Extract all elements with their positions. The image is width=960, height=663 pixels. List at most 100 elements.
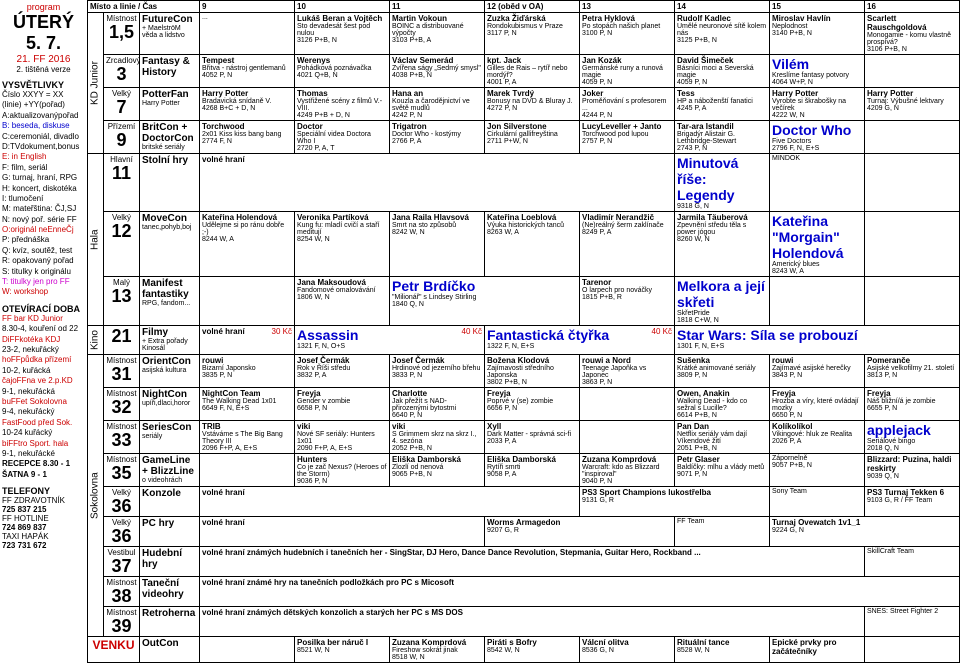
event-cell: Rudolf KadlecUmělé neuronové sítě kolem … xyxy=(675,13,770,55)
event-cell: Zuzka ŽiďárskáRondokubismus v Praze3117 … xyxy=(485,13,580,55)
event-cell: Pan DanNetflix seriály vám dají Víkendov… xyxy=(675,421,770,454)
time-9: 9 xyxy=(200,1,295,13)
room-cell: Velký36 xyxy=(104,517,140,547)
event-cell: TarenorO larpech pro nováčky1815 P+B, R xyxy=(580,277,675,326)
event-cell: FF Team xyxy=(675,517,770,547)
event-cell: ThomasVystřižené scény z filmů V.-VIII.4… xyxy=(295,88,390,121)
room-cell: Zrcadlový3 xyxy=(104,55,140,88)
event-cell xyxy=(865,637,960,663)
open-title: OTEVÍRACÍ DOBA xyxy=(2,304,85,314)
schedule-table: Místo a linie / Čas 9 10 11 12 (oběd v O… xyxy=(87,0,960,663)
event-cell: Válcní olitva8536 G, N xyxy=(580,637,675,663)
event-cell: Jana Raila HlavsováSmrt na sto způsobů82… xyxy=(390,212,485,277)
event-cell: Jarmila TäuberováZpevnění středu těla s … xyxy=(675,212,770,277)
event-cell: Zápornelně9057 P+B, N xyxy=(770,454,865,487)
track-cell: GameLine + BlizzLineo videohrách xyxy=(140,454,200,487)
event-cell: Petr Brdíčko"Milionář" s Lindsey Stirlin… xyxy=(390,277,580,326)
event-cell: Jana MaksoudováFandomové omalovávání1806… xyxy=(295,277,390,326)
room-cell: Velký36 xyxy=(104,487,140,517)
time-13: 13 xyxy=(580,1,675,13)
block-label: KD Junior xyxy=(88,13,104,154)
event-cell: Miroslav HavlínNeplodnost3140 P+B, N xyxy=(770,13,865,55)
event-cell: Lukáš Beran a VojtěchSto devadesát šest … xyxy=(295,13,390,55)
event-cell: JokerProměňování s profesorem ...4244 P,… xyxy=(580,88,675,121)
event-cell: Petr GlaserBaldíčky: mlhu a vlády metů90… xyxy=(675,454,770,487)
event-cell: Kateřina LoeblováVýuka historických tanc… xyxy=(485,212,580,277)
program-day: ÚTERÝ xyxy=(2,12,85,33)
room-cell: Místnost38 xyxy=(104,577,140,607)
event-cell: SNES: Street Fighter 2 xyxy=(865,607,960,637)
block-label: Sokolovna xyxy=(88,355,104,637)
event-cell: FreyjaPoprvé v (se) zombie6656 P, N xyxy=(485,388,580,421)
event-cell: Marek TvrdýBonusy na DVD & Bluray J.4272… xyxy=(485,88,580,121)
track-cell: Retroherna xyxy=(140,607,200,637)
event-cell: TempestBřitva - nástroj gentlemanů4052 P… xyxy=(200,55,295,88)
event-cell: Melkora a její skřetiSkřetPride1818 C+W,… xyxy=(675,277,770,326)
event-cell: PS3 Turnaj Tekken 69103 G, R / FF Team xyxy=(865,487,960,517)
event-cell: kpt. JackGilles de Rais – rytíř nebo mor… xyxy=(485,55,580,88)
event-cell xyxy=(865,277,960,326)
venku-label: VENKU xyxy=(88,637,140,663)
event-cell xyxy=(200,454,295,487)
room-cell: Vestibul37 xyxy=(104,547,140,577)
event-cell: 30 Kčvolné hraní xyxy=(200,326,295,355)
room-cell: Malý13 xyxy=(104,277,140,326)
program-date: 5. 7. xyxy=(2,33,85,54)
open-list: FF bar KD Junior8.30-4, kouření od 22DiF… xyxy=(2,314,85,480)
room-cell: Místnost39 xyxy=(104,607,140,637)
event-cell: rouwi a NordTeenage Japoňka vs Japonec38… xyxy=(580,355,675,388)
track-cell: OrientConasijská kultura xyxy=(140,355,200,388)
event-cell: PomerančeAsijské velkofilmy 21. století3… xyxy=(865,355,960,388)
event-cell: SušenkaKrátké animované seriály3809 P, N xyxy=(675,355,770,388)
event-cell: KolíkolíkolVikingové: hluk ze Realita202… xyxy=(770,421,865,454)
event-cell: VilémKreslíme fantasy potvory4064 W+P, N xyxy=(770,55,865,88)
event-cell xyxy=(865,121,960,154)
track-cell: Hudební hry xyxy=(140,547,200,577)
track-cell: Taneční videohry xyxy=(140,577,200,607)
event-cell: Epické prvky pro začátečníky xyxy=(770,637,865,663)
track-cell: PotterFanHarry Potter xyxy=(140,88,200,121)
header-misto: Místo a linie / Čas xyxy=(88,1,200,13)
event-cell: WerenysPohádková poznávačka4021 Q+B, N xyxy=(295,55,390,88)
event-cell: Piráti s Bofry8542 W, N xyxy=(485,637,580,663)
event-cell: Tar-ara IstandilBrigadýr Alistair G. Let… xyxy=(675,121,770,154)
event-cell: rouwiBizarní Japonsko3835 P, N xyxy=(200,355,295,388)
event-cell: vikiNové SF seriály: Hunters 1x012090 F+… xyxy=(295,421,390,454)
track-cell: BritCon + DoctorConbritské seriály xyxy=(140,121,200,154)
event-cell: TrigatronDoctor Who - kostýmy2766 P, A xyxy=(390,121,485,154)
event-cell: Owen, AnakinWalking Dead - kdo co sežral… xyxy=(675,388,770,421)
event-cell: volné hraní xyxy=(200,517,485,547)
program-ver: 2. tištěná verze xyxy=(2,65,85,74)
event-cell: Zuzana KomprdováWarcraft: kdo as Blizzar… xyxy=(580,454,675,487)
event-cell: Petra HyklováPo stopách našich planet310… xyxy=(580,13,675,55)
event-cell: Turnaj Ovewatch 1v1_19224 G, N xyxy=(770,517,960,547)
event-cell: Posilka ber náruč I8521 W, N xyxy=(295,637,390,663)
time-14: 14 xyxy=(675,1,770,13)
room-cell: 21 xyxy=(104,326,140,355)
program-ff: 21. FF 2016 xyxy=(2,54,85,65)
event-cell: Božena KlodováZajímavosti středního Japo… xyxy=(485,355,580,388)
program-label: program xyxy=(2,2,85,12)
event-cell: HuntersCo je zač Nexus? (Heroes of the S… xyxy=(295,454,390,487)
event-cell: LucyLeveller + JantoTorchwood pod lupou2… xyxy=(580,121,675,154)
event-cell: Star Wars: Síla se probouzí1301 F, N, E+… xyxy=(675,326,960,355)
time-11: 11 xyxy=(390,1,485,13)
event-cell xyxy=(200,277,295,326)
event-cell xyxy=(580,421,675,454)
room-cell: Přízemí9 xyxy=(104,121,140,154)
event-cell xyxy=(770,277,865,326)
room-cell: Místnost35 xyxy=(104,454,140,487)
event-cell: SkillCraft Team xyxy=(865,547,960,577)
event-cell: Zuzana KomprdováFireshow sokrát jinak851… xyxy=(390,637,485,663)
event-cell: TessHP a náboženští fanatici4245 P, A xyxy=(675,88,770,121)
track-cell: Stolní hry xyxy=(140,154,200,212)
legend-title: VYSVĚTLIVKY xyxy=(2,80,85,90)
track-cell: MoveContanec,pohyb,boj xyxy=(140,212,200,277)
track-cell: SeriesConseriály xyxy=(140,421,200,454)
event-cell: David ŠimečekBásníci moci a Severská mag… xyxy=(675,55,770,88)
event-cell: FreyjaGender v zombie6658 P, N xyxy=(295,388,390,421)
event-cell: FreyjaNáš bližní/á je zombie6655 P, N xyxy=(865,388,960,421)
track-cell: NightConupíři,dlaci,horor xyxy=(140,388,200,421)
event-cell: vikiS Grimmem skrz na skrz I., 4. sezóna… xyxy=(390,421,485,454)
event-cell: Jon SilverstoneCirkulární gallifreyština… xyxy=(485,121,580,154)
